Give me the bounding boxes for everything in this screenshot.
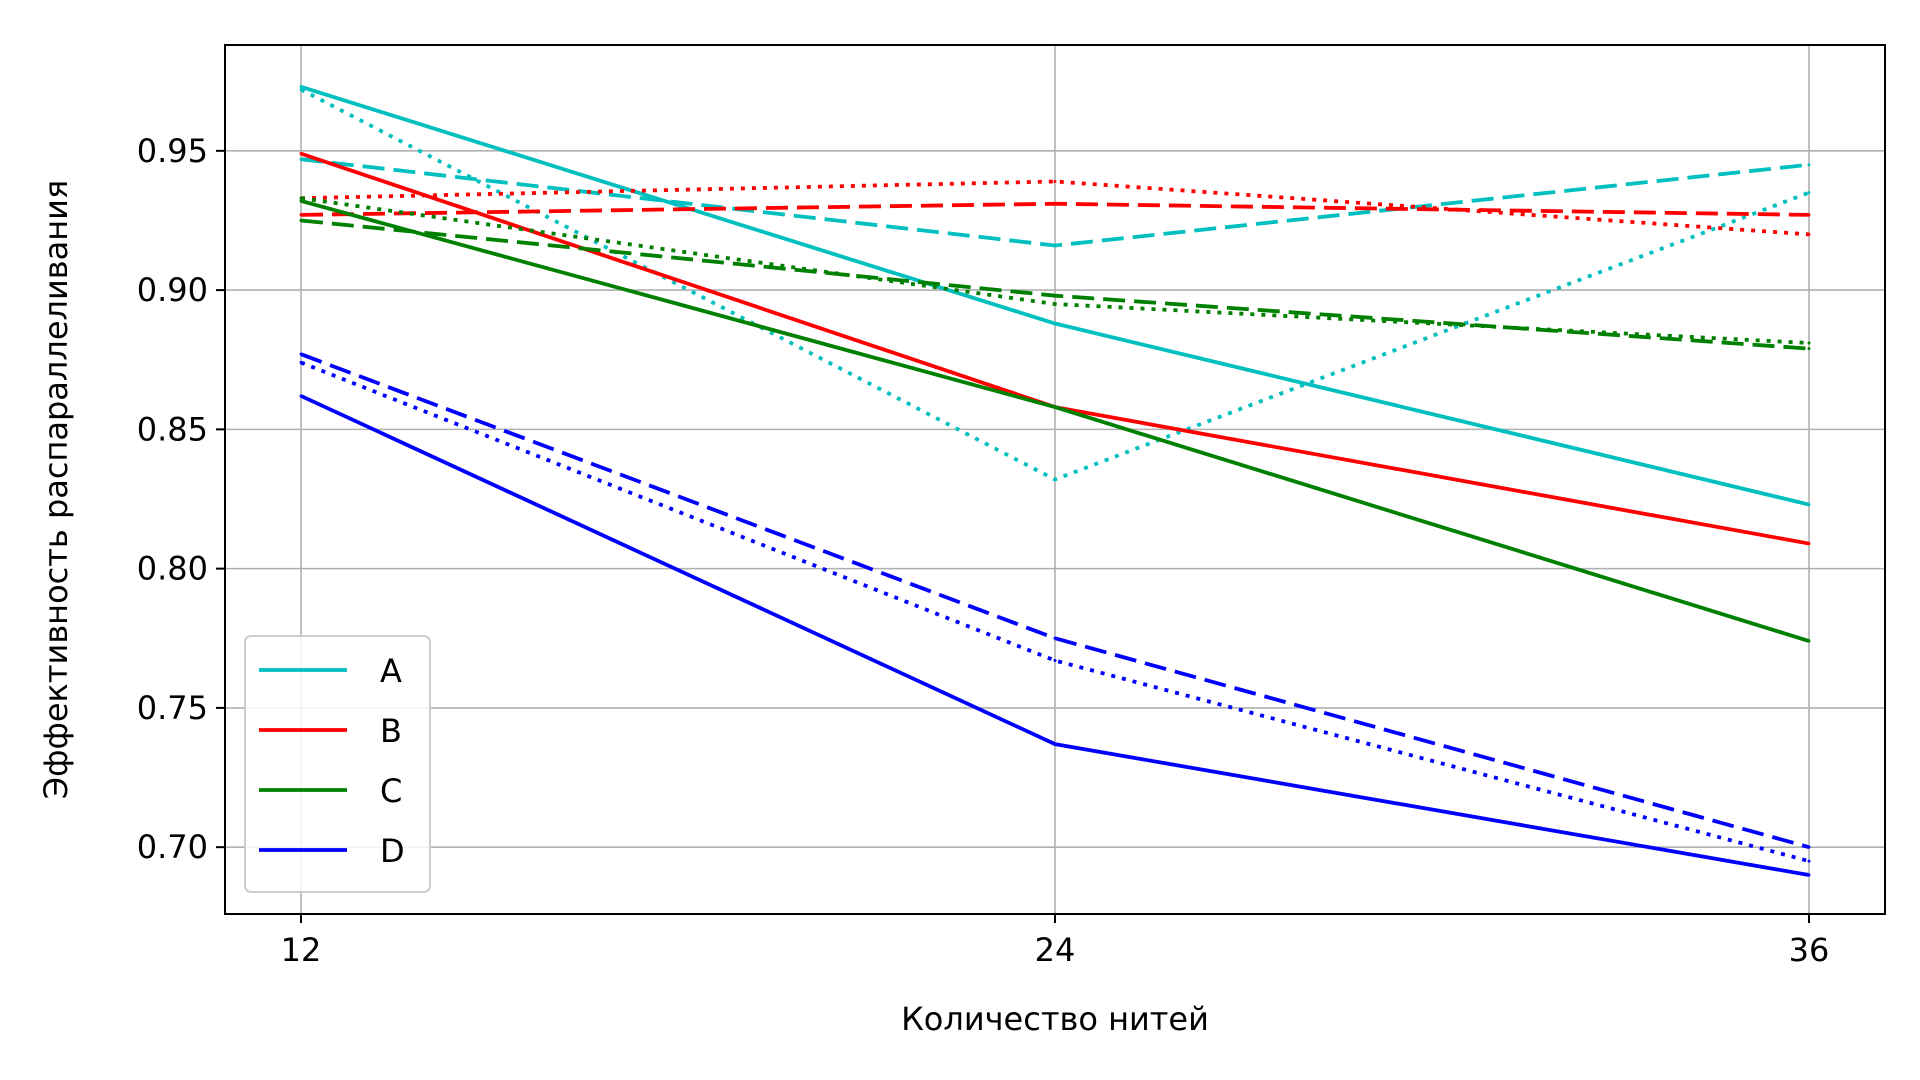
y-tick-label: 0.70 [137, 828, 208, 866]
data-point-b-solid [1807, 542, 1811, 546]
data-point-a-solid [1807, 503, 1811, 507]
data-point-b-dashed [1053, 202, 1057, 206]
x-tick-label: 24 [1035, 931, 1076, 969]
x-tick-label: 12 [281, 931, 322, 969]
data-point-a-solid [299, 85, 303, 89]
data-point-b-dotted [1807, 232, 1811, 236]
data-point-c-dotted [299, 196, 303, 200]
data-point-d-solid [299, 394, 303, 398]
legend-label-b: B [380, 712, 402, 750]
data-point-a-dashed [1053, 244, 1057, 248]
data-point-d-solid [1807, 873, 1811, 877]
data-point-d-dashed [1807, 845, 1811, 849]
data-point-a-dotted [299, 88, 303, 92]
data-point-a-dashed [299, 157, 303, 161]
data-point-c-dashed [1053, 294, 1057, 298]
data-point-b-dashed [1807, 213, 1811, 217]
series-lines [299, 84, 1811, 877]
legend-box [244, 635, 431, 893]
y-tick-label: 0.95 [137, 132, 208, 170]
data-point-d-dashed [299, 352, 303, 356]
legend-label-d: D [380, 832, 405, 870]
data-point-a-solid [1053, 322, 1057, 326]
data-point-d-dotted [1807, 859, 1811, 863]
y-tick-label: 0.85 [137, 410, 208, 448]
x-tick-label: 36 [1789, 931, 1830, 969]
grid-lines [225, 45, 1885, 914]
data-point-c-solid [1807, 639, 1811, 643]
axis-ticks: 12 24 36 0.70 0.75 0.80 0.85 0.90 0.95 [137, 132, 1830, 969]
data-point-a-dotted [1053, 478, 1057, 481]
data-point-c-dashed [299, 218, 303, 222]
data-point-b-solid [299, 152, 303, 156]
data-point-c-solid [299, 199, 303, 203]
y-tick-label: 0.75 [137, 689, 208, 727]
x-axis-title: Количество нитей [901, 1000, 1209, 1038]
y-tick-label: 0.90 [137, 271, 208, 309]
y-axis-title: Эффективность распараллеливания [37, 180, 75, 799]
data-point-c-dashed [1807, 347, 1811, 351]
data-point-c-solid [1053, 405, 1057, 409]
data-point-b-dashed [299, 213, 303, 217]
data-point-b-dotted [1053, 179, 1057, 183]
data-point-c-dotted [1053, 302, 1057, 306]
data-point-d-solid [1053, 742, 1057, 746]
data-point-d-dotted [299, 361, 303, 365]
y-tick-label: 0.80 [137, 550, 208, 588]
legend-label-a: A [380, 652, 402, 690]
data-point-d-dashed [1053, 636, 1057, 640]
data-point-c-dotted [1807, 341, 1811, 345]
series-line-d-dashed [300, 352, 1810, 849]
data-point-a-dashed [1807, 163, 1811, 167]
data-point-d-dotted [1053, 659, 1057, 663]
data-point-a-dotted [1807, 191, 1811, 195]
legend-label-c: C [380, 772, 402, 810]
